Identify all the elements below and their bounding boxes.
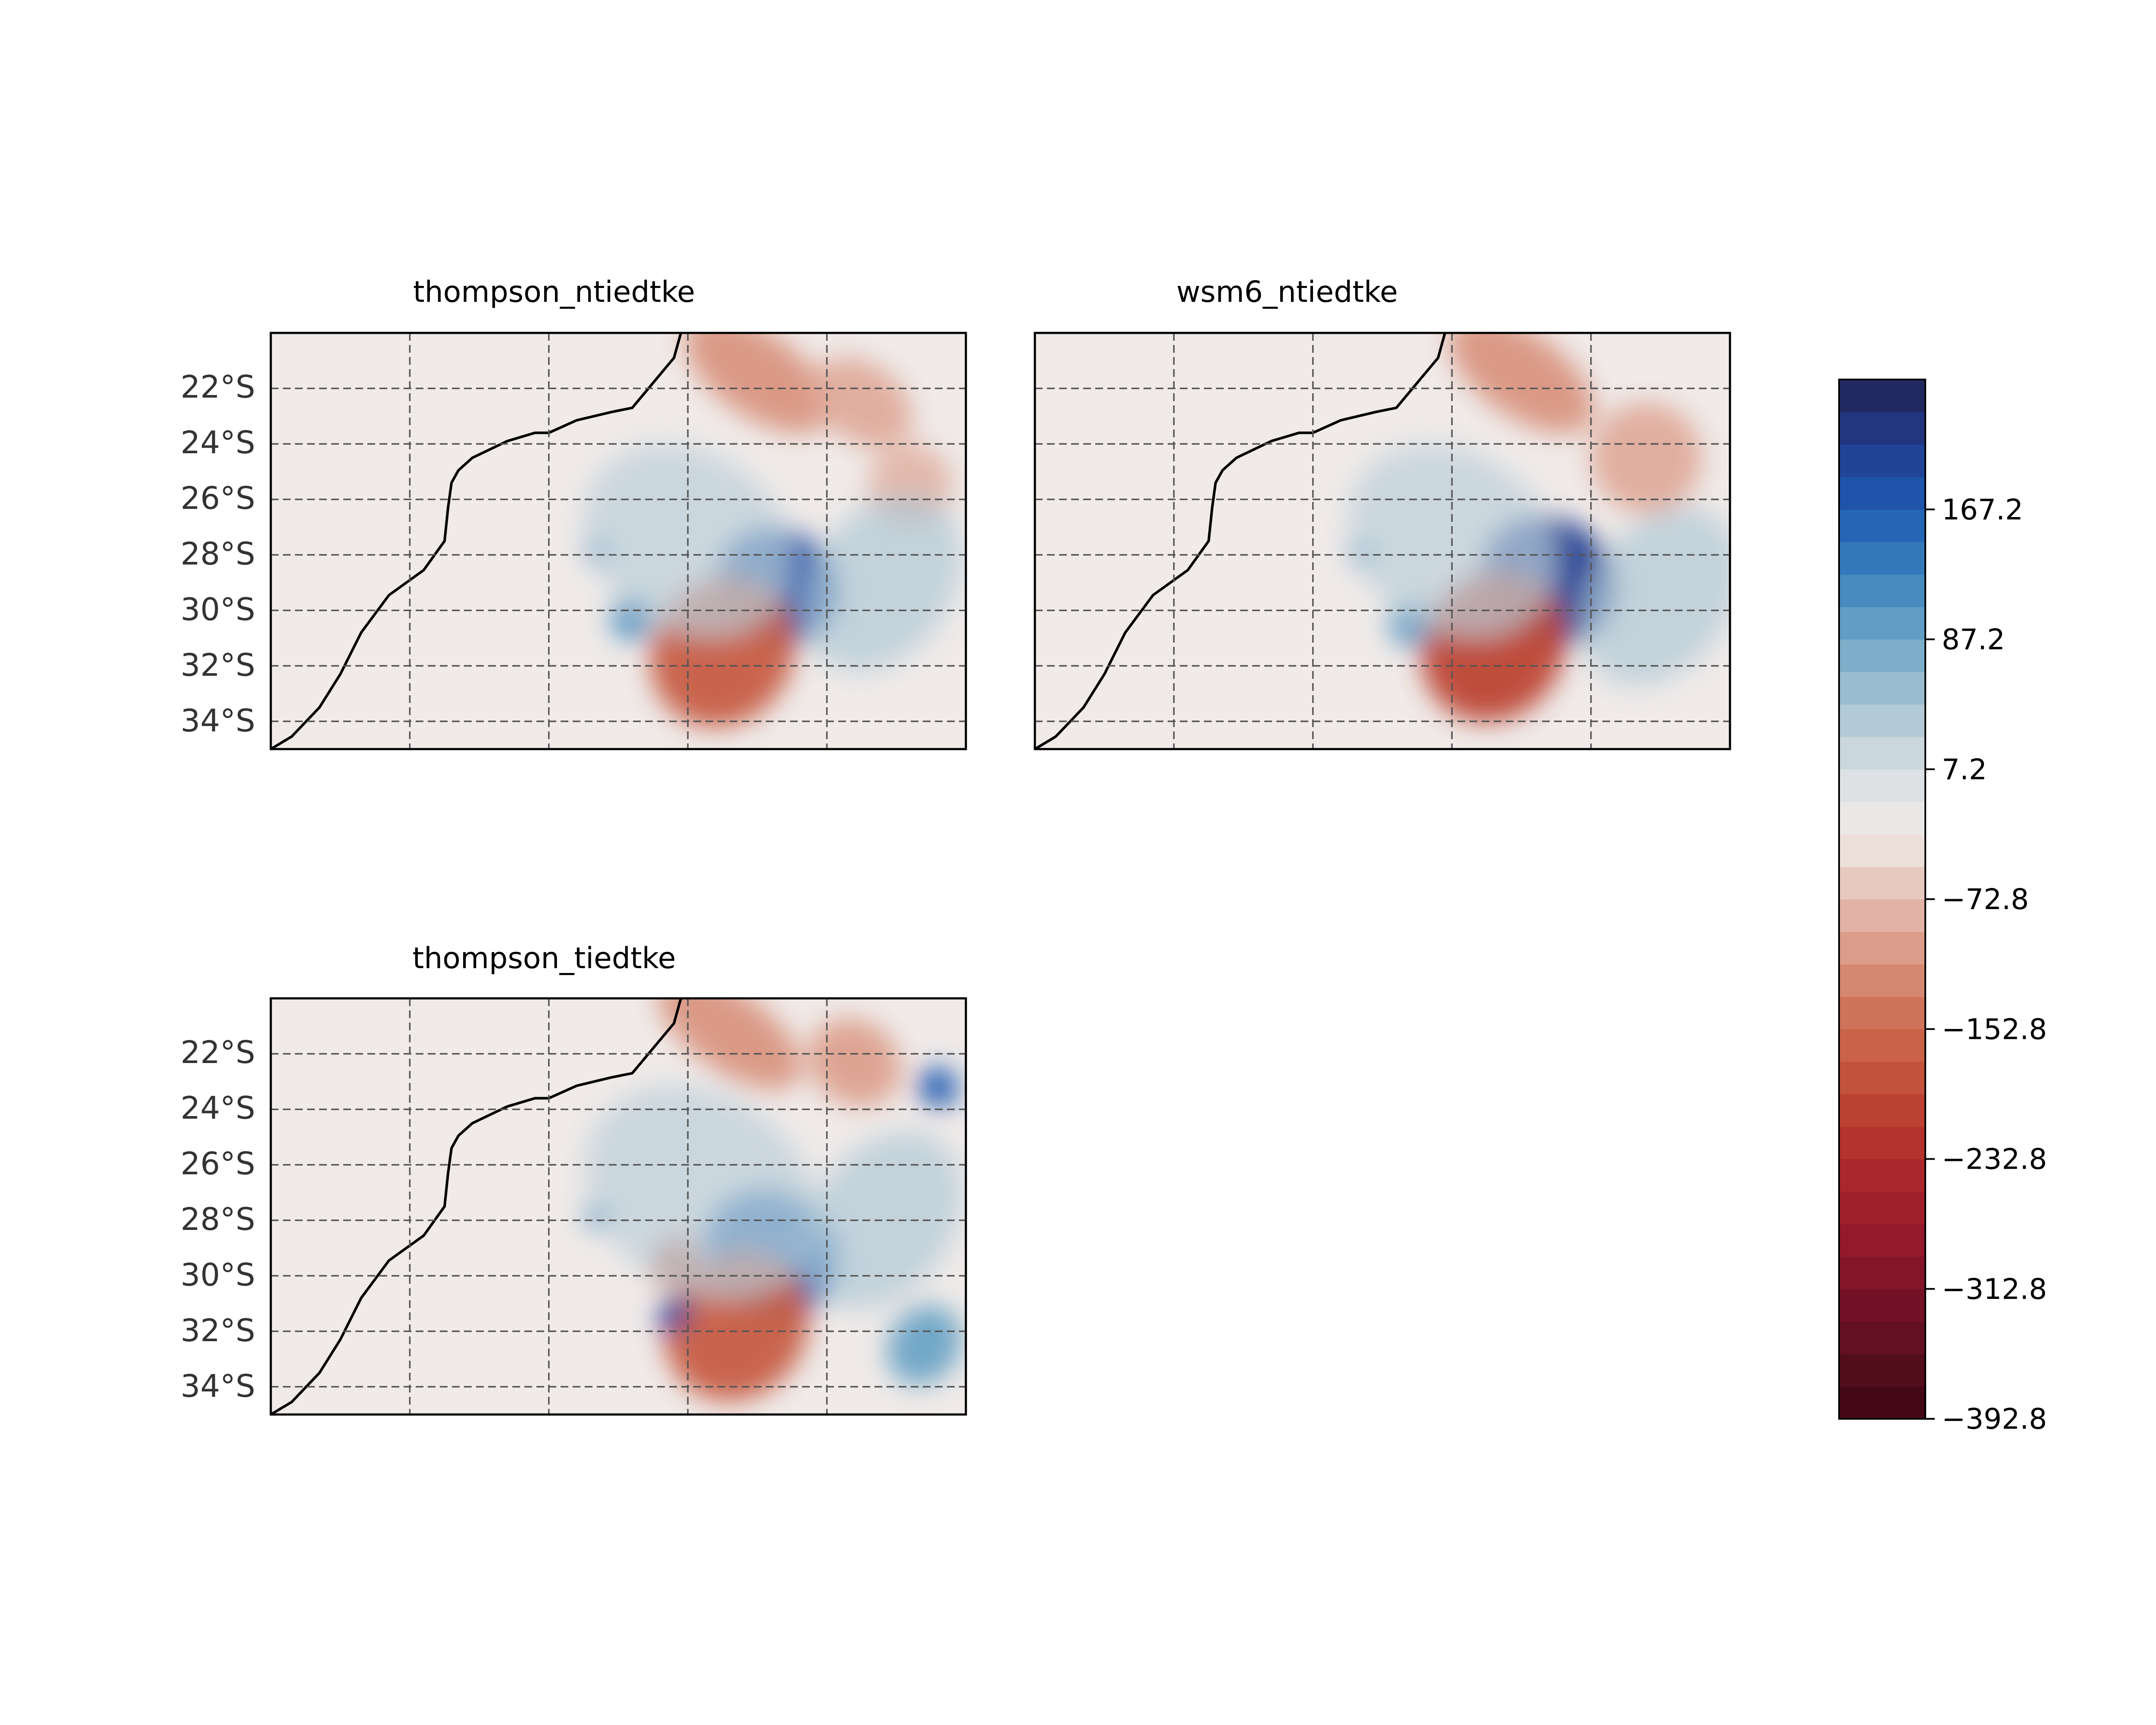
colorbar-band [1839,477,1925,510]
colorbar-band [1839,1386,1925,1419]
coastline [1035,333,1446,749]
colorbar-band [1839,1256,1925,1289]
colorbar-band [1839,932,1925,965]
lat-label: 24°S [181,424,255,461]
colorbar-bands [1839,380,1925,1419]
map-frame [270,332,967,750]
anomaly-patch [1591,402,1702,514]
colorbar-band [1839,964,1925,997]
lat-label: 24°S [181,1090,255,1126]
colorbar-band [1839,1159,1925,1192]
anomaly-patch [658,998,802,1089]
colorbar-tick-label: −152.8 [1942,1013,2047,1046]
colorbar-band [1839,542,1925,575]
colorbar-tick-label: 7.2 [1942,753,1987,786]
colorbar-band [1839,1061,1925,1095]
map-panel-wsm6-ntiedtke: wsm6_ntiedtke [1034,275,1731,750]
anomaly-patch [802,1131,962,1309]
colorbar-band [1839,866,1925,900]
lat-label: 34°S [181,1368,255,1404]
panel-title: wsm6_ntiedtke [1176,275,1398,309]
colorbar-band [1839,671,1925,705]
colorbar-band [1839,607,1925,640]
anomaly-patch [585,1085,818,1300]
anomaly-patch [808,1018,901,1107]
colorbar-band [1839,1354,1925,1387]
map-panel-thompson-ntiedtke: thompson_ntiedtke 22°S 24°S 26°S 28°S 30… [181,275,967,750]
lat-label: 32°S [181,647,255,683]
lat-label: 34°S [181,703,255,739]
colorbar-band [1839,737,1925,770]
colorbar-tick-label: −232.8 [1942,1143,2047,1176]
lat-label: 22°S [181,369,255,405]
colorbar-band [1839,509,1925,543]
colorbar-band [1839,802,1925,834]
coastline [271,998,682,1414]
coastline [271,333,682,749]
lat-label: 28°S [181,1201,255,1237]
anomaly-patch [802,493,962,672]
lat-label: 28°S [181,536,255,572]
colorbar-band [1839,412,1925,445]
lat-label: 30°S [181,1257,255,1293]
anomaly-patch [1581,507,1730,686]
colorbar-tick-label: 167.2 [1942,493,2023,526]
map-panel-thompson-tiedtke: thompson_tiedtke 22°S 24°S 26°S 28°S 30°… [181,941,967,1416]
colorbar-band [1839,899,1925,932]
colorbar-tick-label: 87.2 [1942,623,2005,656]
lat-label: 26°S [181,480,255,516]
colorbar-band [1839,1029,1925,1062]
colorbar-band [1839,704,1925,737]
colorbar-tick-label: −312.8 [1942,1273,2047,1306]
colorbar-tick-label: −72.8 [1942,883,2029,916]
colorbar-band [1839,1289,1925,1322]
colorbar-band [1839,1191,1925,1224]
colorbar-band [1839,639,1925,672]
lat-label: 30°S [181,591,255,627]
gridlines [271,333,966,749]
latitude-labels: 22°S 24°S 26°S 28°S 30°S 32°S 34°S [181,1034,255,1404]
colorbar-band [1839,1224,1925,1257]
anomaly-patch [658,1297,690,1333]
colorbar-ticks: 167.2 87.2 7.2 −72.8 −152.8 −232.8 −312.8 −392.… [1925,493,2047,1436]
latitude-labels: 22°S 24°S 26°S 28°S 30°S 32°S 34°S [181,369,255,739]
map-frame [270,997,967,1416]
colorbar-band [1839,444,1925,477]
lat-label: 32°S [181,1312,255,1349]
anomaly-patch [887,1305,962,1385]
lat-label: 26°S [181,1145,255,1182]
colorbar-band [1839,1094,1925,1127]
colorbar-band [1839,380,1925,412]
anomaly-patch [685,333,830,433]
colorbar-band [1839,1126,1925,1160]
colorbar-tick-label: −392.8 [1942,1402,2047,1436]
panel-title: thompson_tiedtke [413,941,676,975]
gridlines [1035,333,1730,749]
anomaly-patch [918,1067,959,1107]
gridlines [271,998,966,1414]
colorbar: 167.2 87.2 7.2 −72.8 −152.8 −232.8 −312.8 −392.… [1838,379,2047,1436]
colorbar-band [1839,769,1925,802]
lat-label: 22°S [181,1034,255,1070]
colorbar-band [1839,834,1925,867]
colorbar-band [1839,996,1925,1029]
map-frame [1034,332,1731,750]
colorbar-band [1839,1321,1925,1354]
anomaly-patch [1449,333,1594,433]
panel-title: thompson_ntiedtke [413,275,695,309]
anomaly-patch [811,357,912,448]
colorbar-band [1839,574,1925,607]
